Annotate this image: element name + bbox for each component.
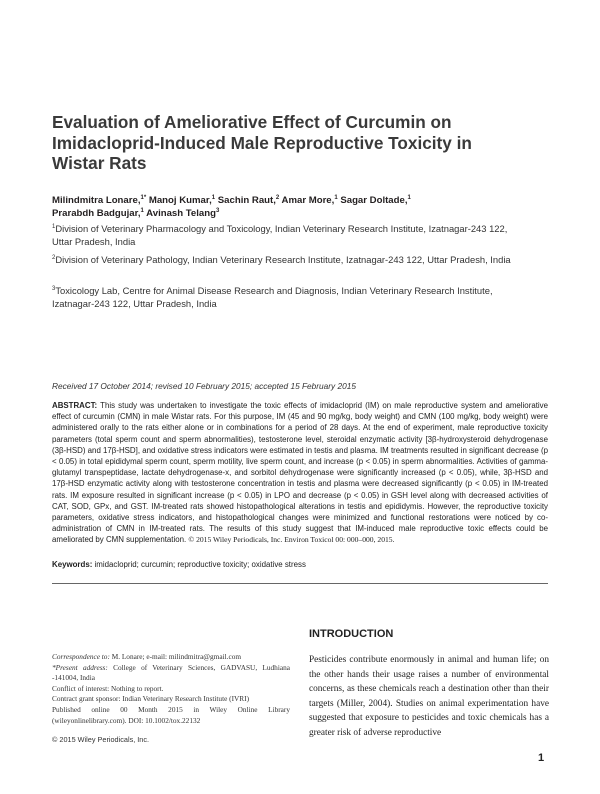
divider [52, 583, 548, 584]
correspondence-note: Correspondence to: M. Lonare; e-mail: mi… [52, 652, 290, 663]
grant-note: Contract grant sponsor: Indian Veterinar… [52, 694, 250, 704]
author-affiliation-marker: 1 [211, 195, 216, 201]
affiliation-marker: 1 [52, 224, 56, 230]
article-title: Evaluation of Ameliorative Effect of Cur… [52, 112, 472, 173]
author: Prarabdh Badgujar, [52, 208, 141, 219]
keywords-label: Keywords: [52, 560, 93, 569]
page-number: 1 [538, 752, 545, 764]
present-address-note: *Present address: College of Veterinary … [52, 663, 290, 684]
note-label: *Present address: [52, 662, 108, 672]
author-list: Milindmitra Lonare,1* Manoj Kumar,1 Sach… [52, 194, 522, 220]
section-heading: INTRODUCTION [309, 628, 394, 640]
affiliation-marker: 2 [52, 255, 56, 261]
note-text: College of Veterinary Sciences, GADVASU,… [52, 662, 290, 683]
author: Sagar Doltade, [340, 195, 408, 206]
author-affiliation-marker: 1 [140, 208, 144, 214]
abstract-text: This study was undertaken to investigate… [52, 401, 548, 545]
author-affiliation-marker: 1 [407, 195, 411, 201]
affiliation-text: Division of Veterinary Pharmacology and … [52, 223, 508, 247]
affiliation-text: Division of Veterinary Pathology, Indian… [55, 254, 511, 265]
received-dates: Received 17 October 2014; revised 10 Feb… [52, 381, 356, 391]
author: Amar More, [281, 195, 335, 206]
affiliation-marker: 3 [52, 286, 56, 292]
abstract-label: ABSTRACT: [52, 401, 98, 410]
author-affiliation-marker: 1 [334, 195, 338, 201]
affiliation-text: Toxicology Lab, Centre for Animal Diseas… [52, 285, 493, 309]
copyright: © 2015 Wiley Periodicals, Inc. [52, 735, 150, 744]
author-affiliation-marker: 2 [275, 195, 280, 201]
conflict-note: Conflict of interest: Nothing to report. [52, 683, 164, 693]
abstract-citation: © 2015 Wiley Periodicals, Inc. Environ T… [188, 535, 395, 545]
affiliation-2: 2Division of Veterinary Pathology, India… [52, 253, 522, 266]
introduction-paragraph: Pesticides contribute enormously in anim… [309, 655, 549, 738]
author: Manoj Kumar, [148, 195, 212, 206]
abstract: ABSTRACT: This study was undertaken to i… [52, 400, 548, 546]
author-affiliation-marker: 1* [140, 195, 147, 201]
keywords: Keywords: imidacloprid; curcumin; reprod… [52, 560, 548, 569]
author: Avinash Telang [146, 208, 216, 219]
affiliation-1: 1Division of Veterinary Pharmacology and… [52, 222, 522, 248]
author-affiliation-marker: 3 [216, 208, 220, 214]
footnotes: Correspondence to: M. Lonare; e-mail: mi… [52, 652, 290, 726]
author: Milindmitra Lonare, [52, 195, 141, 206]
published-note: Published online 00 Month 2015 in Wiley … [52, 704, 290, 725]
note-label: Correspondence to: [52, 652, 110, 661]
keywords-text: imidacloprid; curcumin; reproductive tox… [92, 560, 306, 569]
author: Sachin Raut, [217, 195, 276, 206]
affiliation-3: 3Toxicology Lab, Centre for Animal Disea… [52, 284, 522, 310]
note-text: M. Lonare; e-mail: milindmitra@gmail.com [109, 652, 242, 661]
